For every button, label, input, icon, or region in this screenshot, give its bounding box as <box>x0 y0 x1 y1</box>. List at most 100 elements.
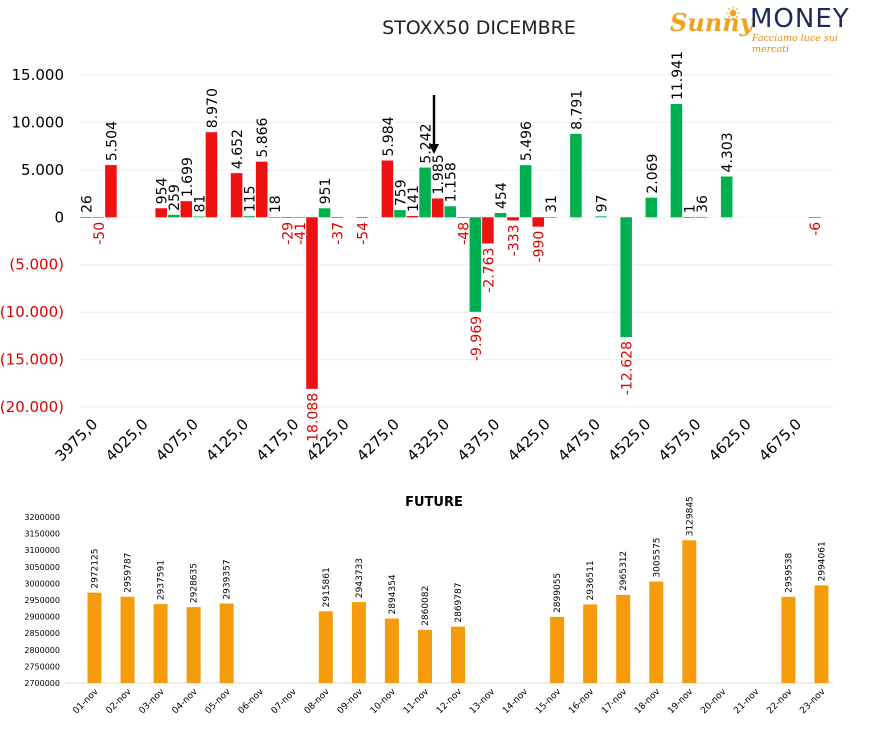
x-tick-label: 4125,0 <box>202 415 252 465</box>
x-tick-label: 4175,0 <box>253 415 303 465</box>
data-label: 5.984 <box>381 116 397 156</box>
data-label: 97 <box>595 195 611 213</box>
x-tick-label: 23-nov <box>798 687 828 717</box>
bar <box>451 626 465 683</box>
data-label: -990 <box>532 231 548 263</box>
bar <box>808 217 821 218</box>
chart-title: STOXX50 DICEMBRE <box>382 17 576 39</box>
options-chart: 15.000 10.000 5.000 0 (5.000) (10.000) (15.000… <box>0 51 834 465</box>
logo-sunny-text: Sunny <box>670 8 754 37</box>
data-label: 2994061 <box>817 541 827 581</box>
bar <box>105 165 117 218</box>
bar <box>394 210 406 218</box>
bar <box>431 198 444 218</box>
y-tick-label: 3150000 <box>24 530 60 539</box>
data-label: 5.504 <box>104 121 120 161</box>
future-chart-y-axis: 3200000 3150000 3100000 3050000 3000000 29500… <box>24 513 60 688</box>
x-tick-label: 4425,0 <box>504 415 554 465</box>
y-tick-label: 0 <box>54 208 64 226</box>
x-tick-label: 10-nov <box>369 687 399 717</box>
bar <box>645 197 658 218</box>
data-label: 1.985 <box>431 154 447 194</box>
x-tick-label: 09-nov <box>336 687 366 717</box>
data-label: -12.628 <box>620 341 636 395</box>
x-tick-label: 16-nov <box>567 687 597 717</box>
data-label: 18 <box>268 195 284 213</box>
options-chart-bars <box>80 104 821 389</box>
bar <box>482 217 494 244</box>
data-label: 2869787 <box>454 583 464 623</box>
x-tick-label: 04-nov <box>171 687 201 717</box>
data-label: 8.791 <box>569 90 585 130</box>
sunny-money-logo: Sunny MONEY Facciamo luce sui mercati <box>668 4 868 55</box>
data-label: 951 <box>318 178 334 205</box>
bar <box>682 540 697 683</box>
x-tick-label: 22-nov <box>765 687 795 717</box>
bar <box>318 611 333 683</box>
data-label: 2937591 <box>157 560 167 600</box>
data-label: 31 <box>544 195 560 213</box>
bar <box>92 217 105 218</box>
x-tick-label: 4325,0 <box>403 415 453 465</box>
bar <box>318 208 331 218</box>
bar <box>186 607 201 683</box>
bar <box>570 133 582 218</box>
bar <box>620 217 632 338</box>
bar <box>494 212 507 218</box>
data-label: 36 <box>695 195 711 213</box>
bar <box>180 201 193 218</box>
data-label: -50 <box>92 222 108 245</box>
y-tick-label: 2750000 <box>24 662 60 671</box>
y-tick-label: 3100000 <box>24 546 60 555</box>
bar <box>80 217 92 218</box>
y-tick-label: (10.000) <box>0 303 64 321</box>
data-label: 2943733 <box>355 558 365 598</box>
data-label: -9.969 <box>469 316 485 361</box>
data-label: -18.088 <box>305 393 321 447</box>
bar <box>381 160 394 218</box>
y-tick-label: 2850000 <box>24 629 60 638</box>
y-tick-label: (20.000) <box>0 398 64 416</box>
y-tick-label: 5.000 <box>21 161 64 179</box>
data-label: -2.763 <box>481 247 497 292</box>
x-tick-label: 15-nov <box>534 687 564 717</box>
data-label: 259 <box>167 184 183 211</box>
y-tick-label: 2700000 <box>24 679 60 688</box>
x-tick-label: 17-nov <box>600 687 630 717</box>
future-chart: FUTURE 3200000 3150000 3100000 3050000 30000… <box>24 495 833 717</box>
data-label: 1.699 <box>180 157 196 197</box>
y-tick-label: 2900000 <box>24 613 60 622</box>
logo-money-text: MONEY <box>750 4 850 34</box>
options-chart-data-labels: 26 5.504 954 1.699 8.970 4.652 5.866 -29 -18.088… <box>79 51 824 447</box>
data-label: 2939357 <box>223 559 233 599</box>
data-label: 2936511 <box>586 560 596 600</box>
x-tick-label: 20-nov <box>699 687 729 717</box>
data-label: 26 <box>79 195 95 213</box>
data-label: 5.866 <box>255 117 271 157</box>
x-tick-label: 06-nov <box>237 687 267 717</box>
bar <box>419 167 431 218</box>
x-tick-label: 02-nov <box>105 687 135 717</box>
x-tick-label: 13-nov <box>468 687 498 717</box>
x-tick-label: 07-nov <box>270 687 300 717</box>
x-tick-label: 01-nov <box>71 687 101 717</box>
data-label: 2965312 <box>619 551 629 591</box>
x-tick-label: 4625,0 <box>705 415 755 465</box>
bar <box>87 592 102 683</box>
data-label: 8.970 <box>205 88 221 128</box>
bar <box>781 596 796 683</box>
x-tick-label: 4475,0 <box>554 415 604 465</box>
bar <box>155 208 167 218</box>
data-label: -29 <box>280 222 296 245</box>
data-label: 2959787 <box>124 553 134 593</box>
x-tick-label: 4025,0 <box>102 415 152 465</box>
bar <box>230 173 243 218</box>
bar <box>153 604 168 683</box>
future-chart-title: FUTURE <box>405 495 463 510</box>
bar <box>384 618 399 683</box>
x-tick-label: 4525,0 <box>604 415 654 465</box>
data-label: -48 <box>456 222 472 245</box>
future-chart-bars <box>87 540 829 683</box>
data-label: 115 <box>243 185 259 212</box>
logo-tagline: Facciamo luce sui mercati <box>752 33 838 55</box>
